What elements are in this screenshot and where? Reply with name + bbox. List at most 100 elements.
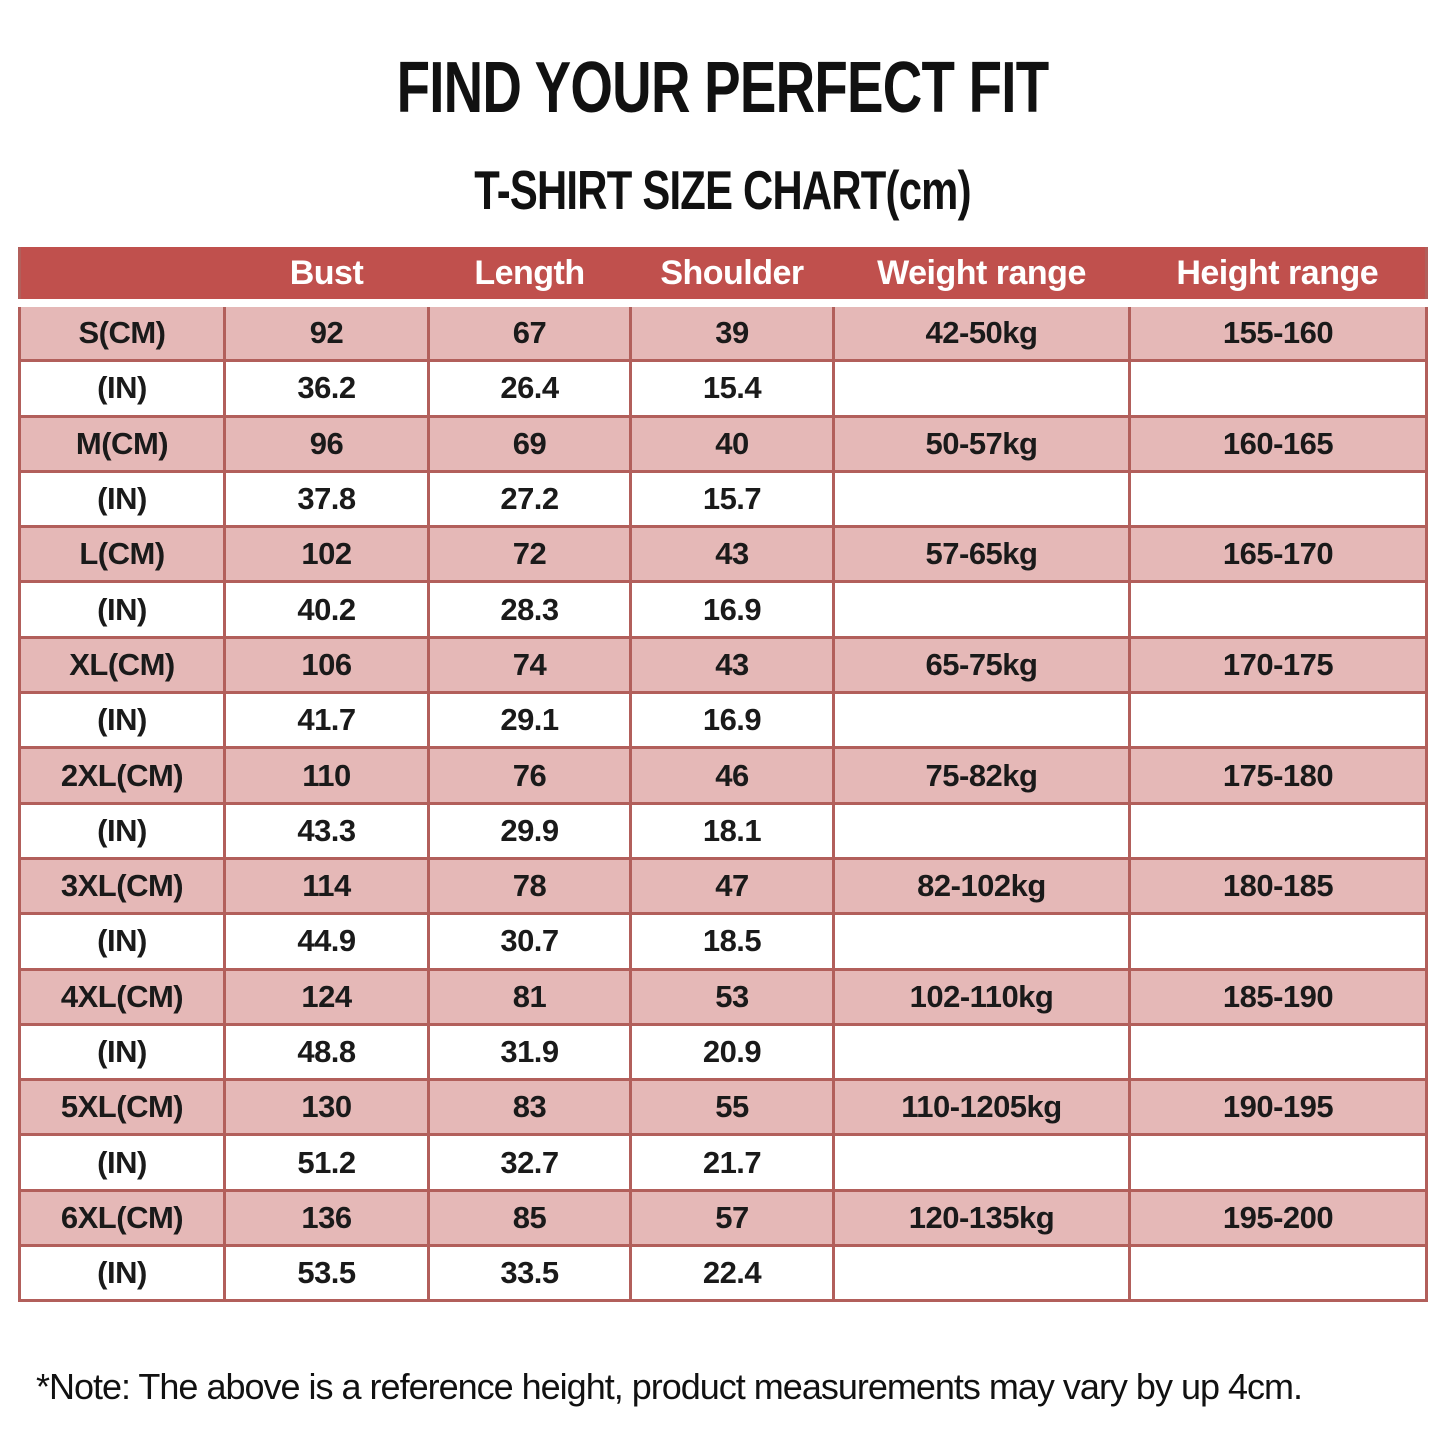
- value-cell: 48.8: [223, 1022, 430, 1082]
- value-cell: [1128, 912, 1428, 971]
- table-row: (IN) 41.7 29.1 16.9: [18, 691, 1428, 750]
- size-label-cell: (IN): [18, 469, 226, 529]
- table-row: XL(CM) 106 74 43 65-75kg 170-175: [18, 635, 1428, 695]
- value-cell: 43.3: [223, 801, 430, 860]
- value-cell: 195-200: [1128, 1188, 1428, 1248]
- value-cell: [1128, 359, 1428, 418]
- value-cell: 82-102kg: [832, 856, 1131, 916]
- table-row: L(CM) 102 72 43 57-65kg 165-170: [18, 525, 1428, 584]
- value-cell: 136: [223, 1188, 430, 1248]
- value-cell: 31.9: [427, 1022, 632, 1082]
- header-cell-height-range: Height range: [1129, 247, 1427, 307]
- header-cell-length: Length: [428, 247, 631, 307]
- value-cell: 57: [629, 1188, 835, 1248]
- value-cell: 155-160: [1128, 301, 1428, 363]
- table-row: (IN) 53.5 33.5 22.4: [18, 1244, 1428, 1303]
- value-cell: 42-50kg: [832, 301, 1131, 363]
- size-label-cell: 6XL(CM): [18, 1188, 226, 1248]
- value-cell: 50-57kg: [832, 414, 1131, 473]
- value-cell: 18.5: [629, 912, 835, 971]
- value-cell: 40: [629, 414, 835, 473]
- value-cell: 46: [629, 746, 835, 805]
- value-cell: 16.9: [629, 580, 835, 639]
- value-cell: [832, 1133, 1131, 1192]
- value-cell: 37.8: [223, 469, 430, 529]
- value-cell: 69: [427, 414, 632, 473]
- size-label-cell: L(CM): [18, 525, 226, 584]
- value-cell: [1128, 1133, 1428, 1192]
- value-cell: 160-165: [1128, 414, 1428, 473]
- size-label-cell: (IN): [18, 912, 226, 971]
- value-cell: 83: [427, 1078, 632, 1137]
- value-cell: 85: [427, 1188, 632, 1248]
- header-cell-size: [19, 247, 225, 307]
- value-cell: 18.1: [629, 801, 835, 860]
- value-cell: 96: [223, 414, 430, 473]
- value-cell: 57-65kg: [832, 525, 1131, 584]
- value-cell: 33.5: [427, 1244, 632, 1303]
- value-cell: 114: [223, 856, 430, 916]
- value-cell: 180-185: [1128, 856, 1428, 916]
- header-cell-weight-range: Weight range: [833, 247, 1130, 307]
- value-cell: 106: [223, 635, 430, 695]
- value-cell: 29.1: [427, 691, 632, 750]
- value-cell: 55: [629, 1078, 835, 1137]
- value-cell: 102: [223, 525, 430, 584]
- value-cell: 53.5: [223, 1244, 430, 1303]
- value-cell: [1128, 1022, 1428, 1082]
- value-cell: 124: [223, 967, 430, 1026]
- value-cell: [1128, 801, 1428, 860]
- table-row: (IN) 37.8 27.2 15.7: [18, 469, 1428, 529]
- value-cell: [1128, 1244, 1428, 1303]
- size-label-cell: (IN): [18, 1244, 226, 1303]
- chart-subtitle: T-SHIRT SIZE CHART(cm): [474, 159, 971, 221]
- table-row: (IN) 44.9 30.7 18.5: [18, 912, 1428, 971]
- value-cell: 170-175: [1128, 635, 1428, 695]
- value-cell: 78: [427, 856, 632, 916]
- page-title: FIND YOUR PERFECT FIT: [396, 48, 1050, 128]
- size-label-cell: (IN): [18, 1022, 226, 1082]
- value-cell: 76: [427, 746, 632, 805]
- value-cell: [832, 469, 1131, 529]
- value-cell: [832, 1244, 1131, 1303]
- table-row: M(CM) 96 69 40 50-57kg 160-165: [18, 414, 1428, 473]
- value-cell: 65-75kg: [832, 635, 1131, 695]
- value-cell: 81: [427, 967, 632, 1026]
- value-cell: 20.9: [629, 1022, 835, 1082]
- value-cell: [832, 580, 1131, 639]
- table-header-row: Bust Length Shoulder Weight range Height…: [19, 247, 1427, 307]
- value-cell: 15.7: [629, 469, 835, 529]
- value-cell: 67: [427, 301, 632, 363]
- value-cell: 15.4: [629, 359, 835, 418]
- value-cell: 43: [629, 525, 835, 584]
- size-label-cell: 5XL(CM): [18, 1078, 226, 1137]
- value-cell: 110: [223, 746, 430, 805]
- value-cell: [832, 912, 1131, 971]
- value-cell: 72: [427, 525, 632, 584]
- table-row: 3XL(CM) 114 78 47 82-102kg 180-185: [18, 856, 1428, 916]
- value-cell: 30.7: [427, 912, 632, 971]
- table-row: (IN) 36.2 26.4 15.4: [18, 359, 1428, 418]
- value-cell: 51.2: [223, 1133, 430, 1192]
- value-cell: [832, 1022, 1131, 1082]
- value-cell: [832, 691, 1131, 750]
- size-label-cell: (IN): [18, 1133, 226, 1192]
- footnote: *Note: The above is a reference height, …: [36, 1366, 1303, 1407]
- size-label-cell: (IN): [18, 580, 226, 639]
- value-cell: [1128, 691, 1428, 750]
- table-row: (IN) 48.8 31.9 20.9: [18, 1022, 1428, 1082]
- value-cell: 110-1205kg: [832, 1078, 1131, 1137]
- value-cell: 185-190: [1128, 967, 1428, 1026]
- table-row: (IN) 43.3 29.9 18.1: [18, 801, 1428, 860]
- size-label-cell: M(CM): [18, 414, 226, 473]
- size-label-cell: (IN): [18, 691, 226, 750]
- header-cell-bust: Bust: [224, 247, 429, 307]
- value-cell: 21.7: [629, 1133, 835, 1192]
- size-label-cell: 2XL(CM): [18, 746, 226, 805]
- size-label-cell: (IN): [18, 359, 226, 418]
- value-cell: 27.2: [427, 469, 632, 529]
- table-row: 2XL(CM) 110 76 46 75-82kg 175-180: [18, 746, 1428, 805]
- size-table-body: S(CM) 92 67 39 42-50kg 155-160 (IN) 36.2 26.4 15.…: [18, 301, 1428, 1303]
- value-cell: [1128, 469, 1428, 529]
- value-cell: 130: [223, 1078, 430, 1137]
